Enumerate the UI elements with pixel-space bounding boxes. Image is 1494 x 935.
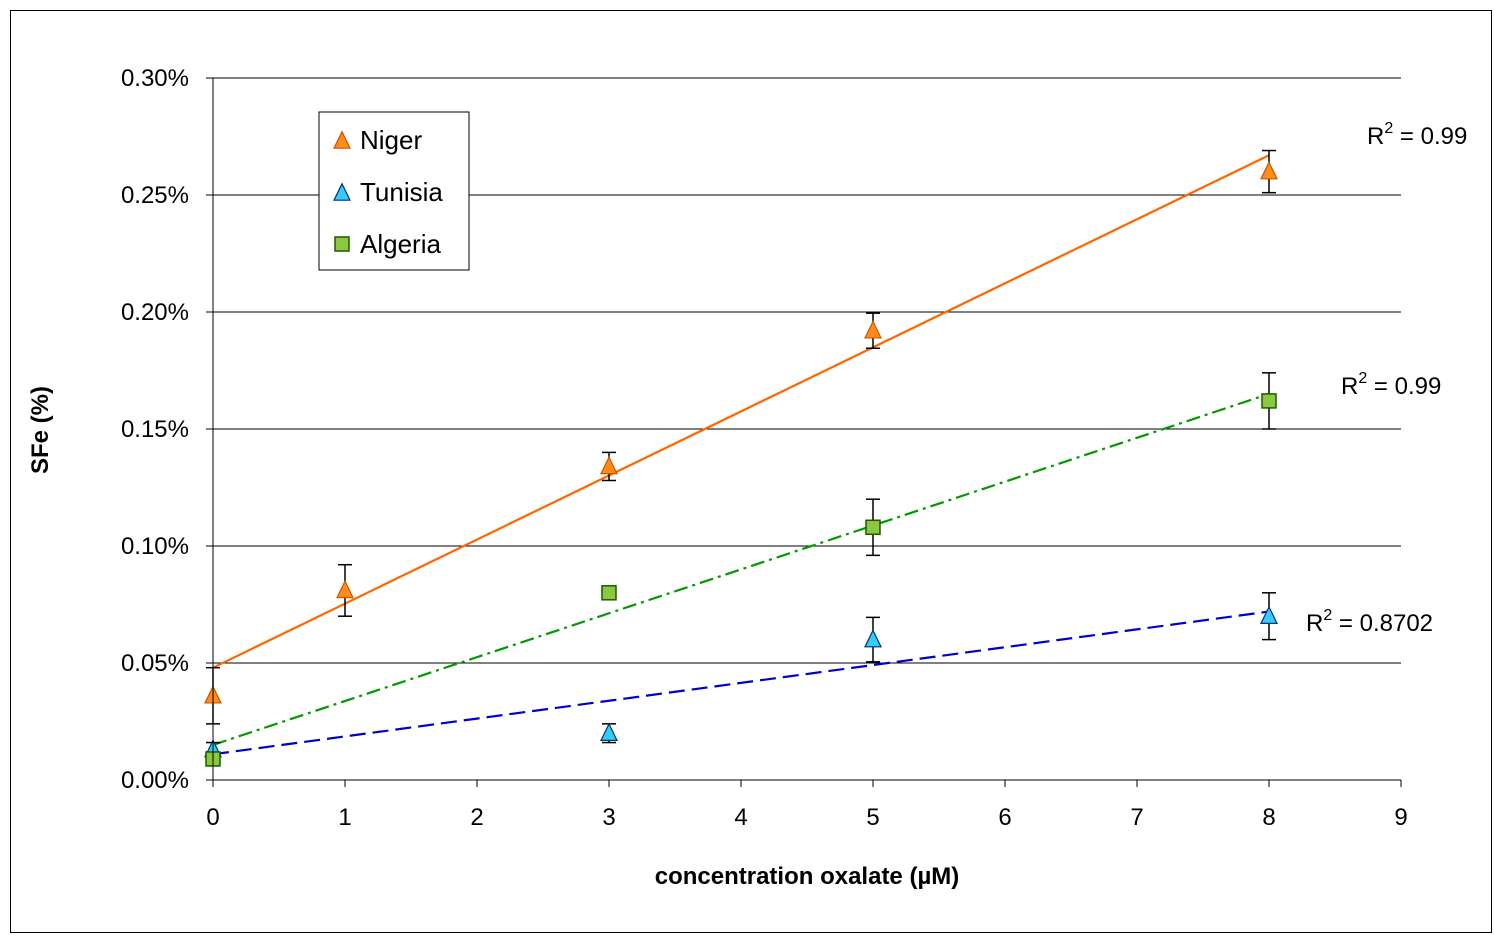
y-tick-label: 0.25% [121, 182, 189, 209]
algeria-r2-label: R2 = 0.99 [1341, 370, 1441, 400]
legend-label: Tunisia [360, 177, 443, 207]
y-tick-label: 0.10% [121, 533, 189, 560]
y-axis-title: SFe (%) [27, 386, 54, 474]
legend-item-niger: Niger [333, 125, 422, 155]
r2-labels: R2 = 0.99 R2 = 0.8702 R2 = 0.99 [1306, 120, 1467, 637]
axes: 0.00% 0.05% 0.10% 0.15% 0.20% 0.25% 0.30% 0 1 2 3 4… [121, 65, 1408, 831]
x-tick-label: 7 [1130, 804, 1143, 831]
legend-item-tunisia: Tunisia [333, 177, 443, 207]
x-tick-label: 6 [998, 804, 1011, 831]
x-tick-label: 5 [866, 804, 879, 831]
niger-point [600, 455, 618, 475]
trend-lines [212, 154, 1270, 756]
niger-point [336, 579, 354, 599]
x-tick-label: 4 [734, 804, 747, 831]
x-axis-title: concentration oxalate (µM) [655, 863, 960, 890]
legend-item-algeria: Algeria [334, 229, 441, 259]
legend-marker [333, 130, 351, 149]
tunisia-r2-label: R2 = 0.8702 [1306, 607, 1433, 637]
niger-point [864, 320, 882, 339]
tunisia-point [864, 629, 882, 648]
niger-trend-line [212, 154, 1270, 669]
niger-r2-label: R2 = 0.99 [1367, 120, 1467, 150]
algeria-point [1261, 393, 1277, 409]
legend: Niger Tunisia Algeria [318, 111, 470, 271]
legend-label: Niger [360, 125, 422, 155]
legend-label: Algeria [360, 229, 441, 259]
algeria-point [601, 585, 617, 601]
tunisia-trend-line [212, 610, 1270, 756]
tunisia-point [1260, 605, 1278, 625]
x-tick-label: 1 [338, 804, 351, 831]
chart-frame [10, 10, 1492, 933]
tunisia-point [600, 722, 618, 742]
x-tick-label: 8 [1262, 804, 1275, 831]
legend-marker [333, 182, 351, 201]
y-tick-label: 0.00% [121, 767, 189, 794]
algeria-point [865, 519, 881, 536]
niger-point [1260, 161, 1278, 180]
x-tick-label: 2 [470, 804, 483, 831]
y-tick-label: 0.05% [121, 650, 189, 677]
x-tick-label: 3 [602, 804, 615, 831]
algeria-trend-line [212, 392, 1270, 746]
legend-marker [334, 236, 350, 252]
y-tick-label: 0.15% [121, 416, 189, 443]
x-tick-label: 9 [1394, 804, 1407, 831]
y-tick-label: 0.20% [121, 299, 189, 326]
x-tick-label: 0 [206, 804, 219, 831]
y-tick-label: 0.30% [121, 65, 189, 92]
